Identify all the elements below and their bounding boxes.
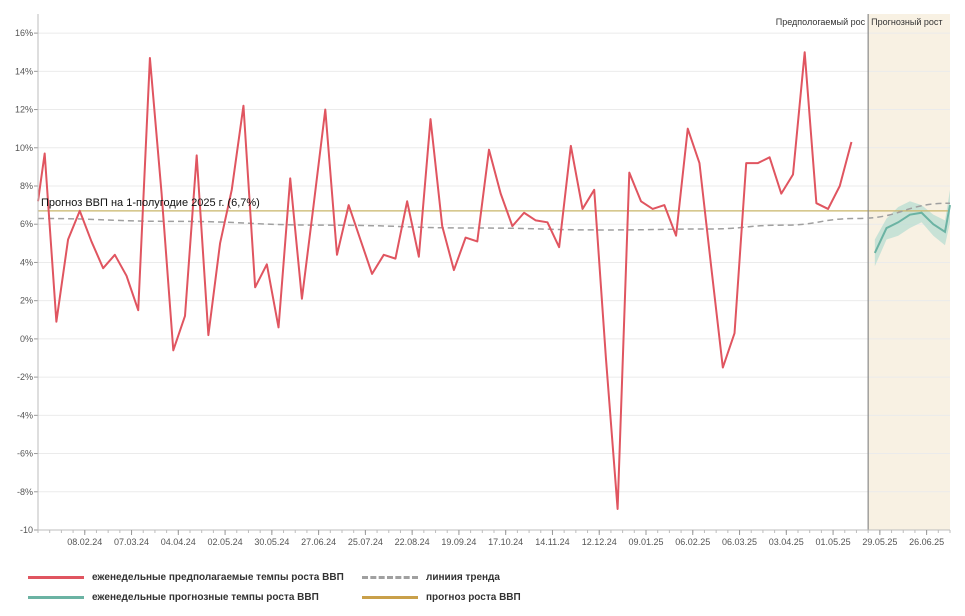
y-tick-label: 12% [15, 105, 33, 115]
forecast-growth-line [873, 204, 951, 254]
y-tick-label: 2% [20, 296, 33, 306]
y-tick-label: 10% [15, 143, 33, 153]
x-tick-label: 06.03.25 [722, 537, 757, 547]
reference-line-label: Прогноз ВВП на 1-полугодие 2025 г. (6,7%… [41, 197, 260, 209]
x-tick-label: 08.02.24 [67, 537, 102, 547]
x-tick-label: 27.06.24 [301, 537, 336, 547]
trend-line [37, 202, 951, 231]
x-tick-label: 03.04.25 [769, 537, 804, 547]
y-tick-label: -10 [20, 525, 33, 535]
x-tick-label: 26.06.25 [909, 537, 944, 547]
legend-swatch-trend-line [362, 576, 418, 579]
y-tick-label: 8% [20, 181, 33, 191]
forecast-region-label: Прогнозный рост [871, 17, 942, 27]
x-tick-label: 12.12.24 [582, 537, 617, 547]
x-tick-label: 06.02.25 [675, 537, 710, 547]
y-tick-label: 0% [20, 334, 33, 344]
legend-item-forecast-growth: еженедельные прогнозные темпы роста ВВП [28, 592, 319, 603]
forecast-region [868, 14, 950, 530]
estimated-region-label: Предпологаемый рос [776, 17, 866, 27]
x-tick-label: 09.01.25 [628, 537, 663, 547]
legend-item-estimated-growth: еженедельные предполагаемые темпы роста … [28, 572, 344, 583]
x-tick-label: 22.08.24 [395, 537, 430, 547]
y-tick-label: -8% [17, 487, 33, 497]
y-tick-label: 16% [15, 28, 33, 38]
legend-label-trend-line: линиия тренда [426, 572, 500, 583]
x-tick-label: 30.05.24 [254, 537, 289, 547]
y-tick-label: 4% [20, 257, 33, 267]
estimated-growth-line [37, 51, 853, 510]
x-tick-label: 01.05.25 [816, 537, 851, 547]
y-tick-label: -2% [17, 372, 33, 382]
legend-label-gdp-forecast: прогноз роста ВВП [426, 592, 521, 603]
legend-label-estimated-growth: еженедельные предполагаемые темпы роста … [92, 572, 344, 583]
x-tick-label: 19.09.24 [441, 537, 476, 547]
legend-item-gdp-forecast: прогноз роста ВВП [362, 592, 521, 603]
x-tick-label: 07.03.24 [114, 537, 149, 547]
x-tick-label: 29.05.25 [862, 537, 897, 547]
gdp-growth-chart: -10 -8% -6% -4% -2% 0% 2% 4% 6% 8% 10% 12% 14% 16% 08.… [15, 14, 951, 547]
legend-swatch-gdp-forecast [362, 596, 418, 599]
x-tick-label: 17.10.24 [488, 537, 523, 547]
legend-label-forecast-growth: еженедельные прогнозные темпы роста ВВП [92, 592, 319, 603]
x-tick-label: 04.04.24 [161, 537, 196, 547]
y-tick-label: -6% [17, 449, 33, 459]
legend-swatch-estimated-growth [28, 576, 84, 579]
legend-swatch-forecast-growth [28, 596, 84, 599]
legend: еженедельные предполагаемые темпы роста … [0, 568, 965, 612]
x-tick-label: 25.07.24 [348, 537, 383, 547]
y-tick-label: 6% [20, 219, 33, 229]
x-tick-label: 02.05.24 [208, 537, 243, 547]
y-tick-label: -4% [17, 410, 33, 420]
legend-item-trend-line: линиия тренда [362, 572, 500, 583]
x-tick-label: 14.11.24 [535, 537, 569, 547]
forecast-confidence-band [874, 189, 950, 267]
y-tick-label: 14% [15, 66, 33, 76]
